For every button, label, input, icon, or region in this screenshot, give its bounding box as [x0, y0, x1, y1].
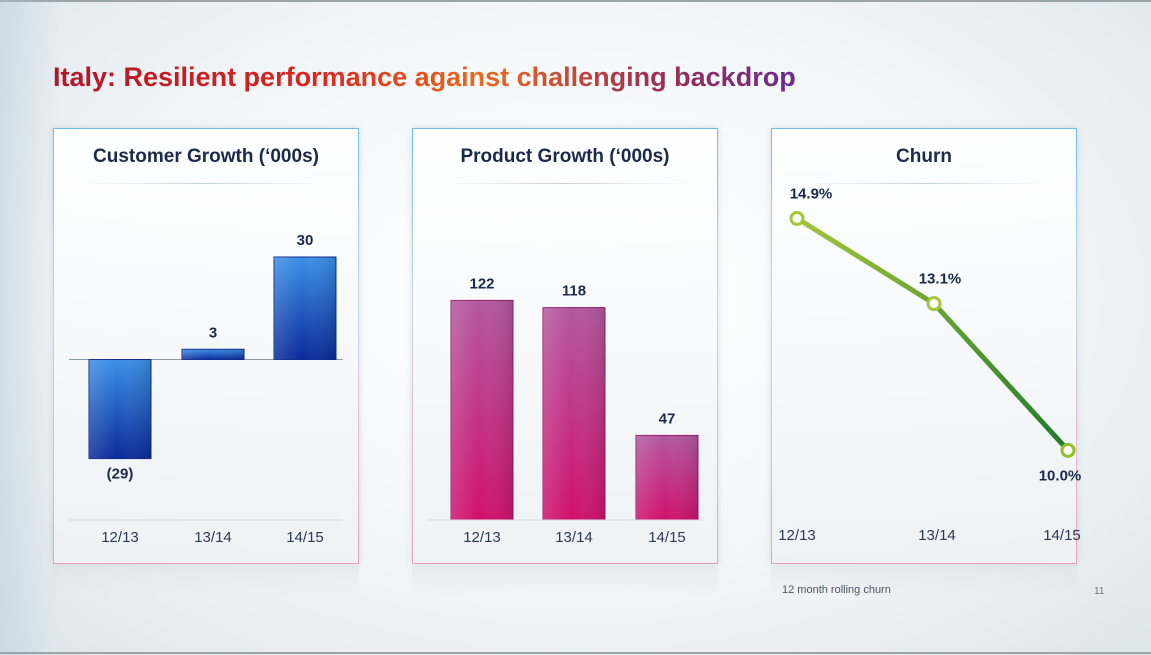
top-border-line: [0, 0, 1151, 2]
customer-growth-title: Customer Growth (‘000s): [93, 146, 319, 167]
churn-value-label: 14.9%: [790, 185, 833, 202]
page-number: 11: [1094, 586, 1105, 597]
product-bar-shine-13/14: [543, 307, 605, 520]
customer-growth-panel: Customer Growth (‘000s) (29) 3 30 12/13 13/1…: [53, 128, 359, 564]
customer-bar-shine-14/15: [274, 257, 336, 360]
bottom-border-line: [0, 652, 1151, 654]
churn-series-line: [795, 216, 1070, 453]
churn-footnote: 12 month rolling churn: [782, 584, 891, 596]
churn-tick-label: 14/15: [1043, 527, 1081, 544]
slide-title: Italy: Resilient performance against cha…: [53, 62, 796, 92]
customer-value-label: (29): [107, 466, 134, 483]
churn-panel: Churn 14.9% 13.1% 10.0% 12/13 13/14 14/15: [771, 128, 1081, 564]
product-growth-title: Product Growth (‘000s): [460, 146, 670, 167]
churn-point-14/15: [1060, 442, 1076, 458]
product-growth-title-rule: [444, 183, 686, 184]
customer-bar-shine-13/14: [182, 349, 244, 360]
product-bar-shine-12/13: [451, 300, 513, 520]
product-value-label: 122: [469, 275, 494, 292]
churn-reflection: [771, 566, 1077, 596]
customer-growth-reflection: [53, 566, 359, 596]
churn-tick-label: 12/13: [778, 527, 816, 544]
churn-chart: 14.9% 13.1% 10.0% 12/13 13/14 14/15: [778, 185, 1081, 544]
churn-tick-label: 13/14: [918, 527, 956, 544]
product-value-label: 118: [562, 283, 586, 300]
product-growth-chart: 122 118 47 12/13 13/14 14/15: [428, 275, 702, 546]
product-growth-panel: Product Growth (‘000s) 122 118 47 12/13 13/1…: [412, 128, 718, 564]
customer-growth-chart: (29) 3 30 12/13 13/14 14/15: [69, 232, 343, 546]
churn-title: Churn: [896, 146, 952, 167]
customer-growth-title-rule: [85, 183, 327, 184]
customer-tick-label: 12/13: [101, 529, 139, 546]
customer-tick-label: 14/15: [286, 529, 324, 546]
churn-title-rule: [803, 183, 1045, 184]
product-tick-label: 12/13: [463, 529, 501, 546]
churn-value-label: 13.1%: [919, 271, 962, 288]
product-tick-label: 14/15: [648, 529, 686, 546]
product-value-label: 47: [659, 410, 676, 427]
churn-point-12/13: [789, 210, 805, 226]
customer-value-label: 3: [209, 324, 217, 341]
left-background-glow: [0, 0, 60, 655]
product-growth-reflection: [412, 566, 718, 596]
churn-value-label: 10.0%: [1039, 467, 1082, 484]
customer-tick-label: 13/14: [194, 529, 232, 546]
product-tick-label: 13/14: [555, 529, 593, 546]
product-bar-shine-14/15: [636, 435, 698, 520]
churn-point-13/14: [926, 296, 942, 312]
customer-value-label: 30: [297, 232, 314, 249]
customer-bar-shine-12/13: [89, 359, 151, 459]
